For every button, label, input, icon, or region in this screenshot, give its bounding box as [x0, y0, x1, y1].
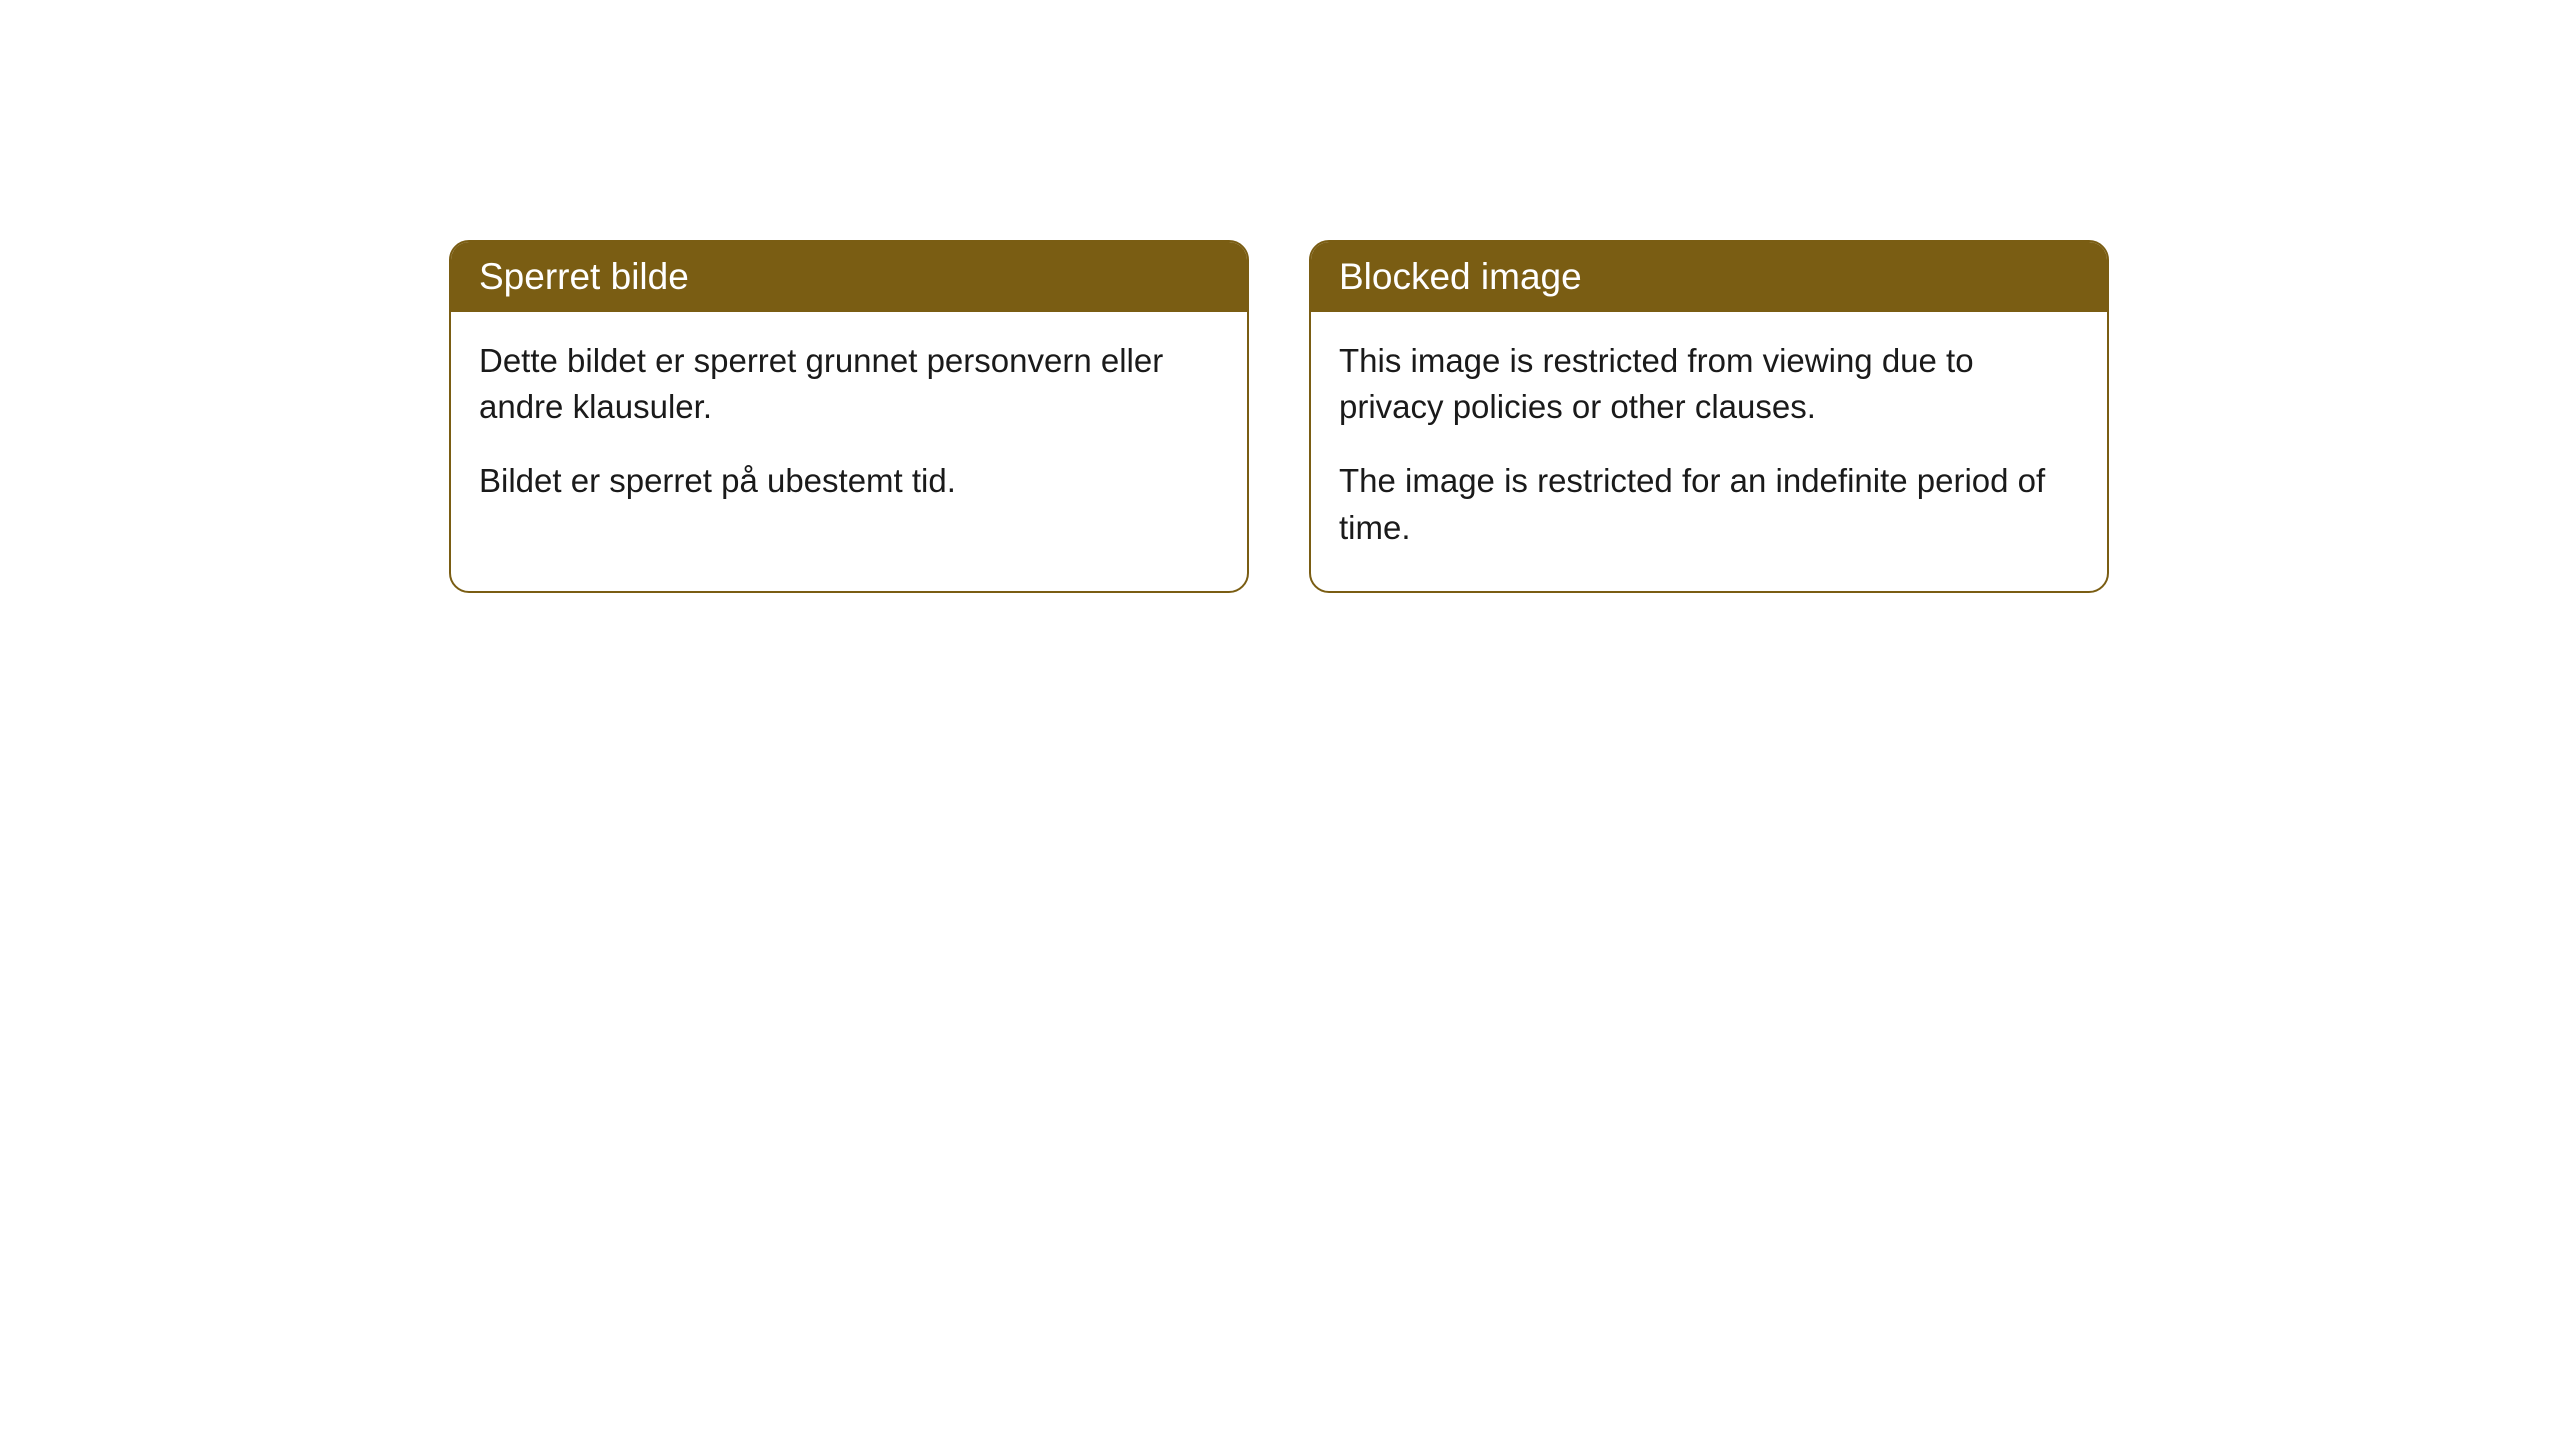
card-header-english: Blocked image	[1311, 242, 2107, 312]
info-card-norwegian: Sperret bilde Dette bildet er sperret gr…	[449, 240, 1249, 593]
card-paragraph-2: The image is restricted for an indefinit…	[1339, 458, 2079, 550]
card-paragraph-1: Dette bildet er sperret grunnet personve…	[479, 338, 1219, 430]
card-title: Sperret bilde	[479, 256, 689, 297]
card-body-norwegian: Dette bildet er sperret grunnet personve…	[451, 312, 1247, 545]
info-card-english: Blocked image This image is restricted f…	[1309, 240, 2109, 593]
card-paragraph-1: This image is restricted from viewing du…	[1339, 338, 2079, 430]
card-body-english: This image is restricted from viewing du…	[1311, 312, 2107, 591]
card-header-norwegian: Sperret bilde	[451, 242, 1247, 312]
card-title: Blocked image	[1339, 256, 1582, 297]
card-paragraph-2: Bildet er sperret på ubestemt tid.	[479, 458, 1219, 504]
cards-container: Sperret bilde Dette bildet er sperret gr…	[449, 240, 2109, 593]
